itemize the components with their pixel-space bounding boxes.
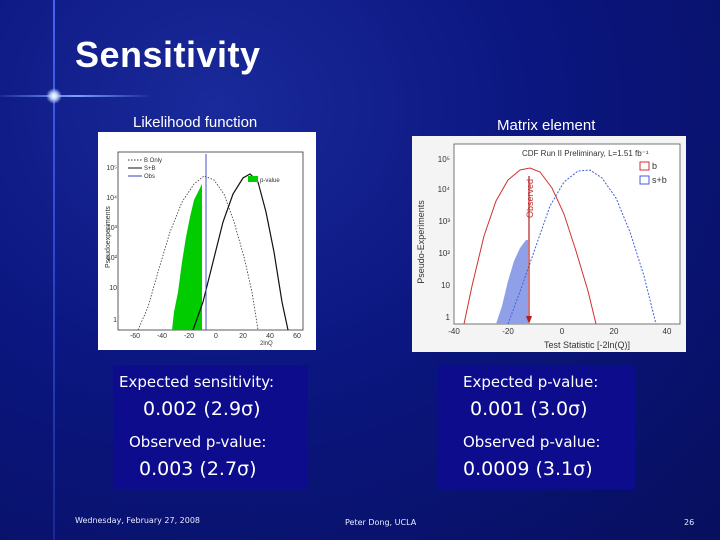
left-legend-sb: S+B [144, 166, 156, 172]
b-curve [463, 167, 597, 325]
right-ytick: 10⁴ [438, 185, 451, 194]
footer-author: Peter Dong, UCLA [345, 518, 417, 527]
right-xtick: -40 [448, 327, 460, 336]
left-xtick: 20 [239, 333, 247, 340]
left-legend-obs: Obs [144, 174, 155, 180]
expected-sensitivity-value: 0.002 (2.9σ) [143, 398, 261, 420]
right-y-axis-label: Pseudo-Experiments [416, 200, 426, 284]
slide-title: Sensitivity [75, 34, 261, 75]
b-only-curve [137, 175, 259, 331]
left-plot-caption: Likelihood function [133, 114, 258, 131]
pvalue-fill [172, 184, 202, 330]
decorative-horizontal-line [0, 95, 150, 97]
expected-sensitivity-label: Expected sensitivity: [119, 373, 275, 391]
left-xtick: 0 [214, 333, 218, 340]
right-plot-caption: Matrix element [497, 117, 596, 134]
decorative-star-icon [46, 88, 62, 104]
observed-pvalue-right-box: Observed p-value: 0.0009 (3.1σ) [437, 427, 635, 489]
left-xtick: 60 [293, 333, 301, 340]
left-x-axis-label: 2lnQ [260, 341, 273, 347]
expected-sensitivity-box: Expected sensitivity: 0.002 (2.9σ) [113, 365, 308, 427]
right-plot-title: CDF Run II Preliminary, L=1.51 fb⁻¹ [522, 149, 649, 158]
observed-label: Observed [525, 179, 535, 218]
left-legend-pvalue: p-value [260, 178, 280, 184]
right-xtick: -20 [502, 327, 514, 336]
left-ytick: 10² [107, 255, 118, 262]
right-xtick: 0 [560, 327, 565, 336]
left-xtick: -40 [157, 333, 167, 340]
right-ytick: 1 [446, 313, 451, 322]
slide-number: 26 [684, 518, 695, 527]
observed-pvalue-left-value: 0.003 (2.7σ) [139, 458, 257, 480]
right-x-axis-label: Test Statistic [-2ln(Q)] [544, 340, 630, 350]
right-legend-sb: s+b [652, 175, 667, 185]
right-ytick: 10 [441, 281, 450, 290]
left-legend-b: B Only [144, 158, 162, 164]
right-legend-b: b [652, 161, 657, 171]
observed-pvalue-left-box: Observed p-value: 0.003 (2.7σ) [113, 427, 308, 489]
observed-pvalue-right-label: Observed p-value: [463, 433, 601, 451]
right-ytick: 10³ [438, 217, 450, 226]
matrix-element-plot: Pseudo-Experiments CDF Run II Preliminar… [412, 136, 686, 352]
left-ytick: 10⁵ [106, 165, 117, 172]
observed-pvalue-right-value: 0.0009 (3.1σ) [463, 458, 593, 480]
left-xtick: -60 [130, 333, 140, 340]
sb-curve [507, 169, 657, 325]
expected-pvalue-label: Expected p-value: [463, 373, 599, 391]
observed-pvalue-left-label: Observed p-value: [129, 433, 267, 451]
expected-pvalue-value: 0.001 (3.0σ) [470, 398, 588, 420]
left-ytick: 1 [113, 317, 117, 324]
left-ytick: 10 [109, 285, 117, 292]
left-ytick: 10⁴ [106, 195, 117, 202]
right-xtick: 20 [610, 327, 619, 336]
left-xtick: -20 [184, 333, 194, 340]
likelihood-plot: Pseudoexperiments 10⁵ 10⁴ 10³ 10² 10 1 -… [98, 132, 316, 350]
footer-date: Wednesday, February 27, 2008 [75, 516, 201, 525]
right-ytick: 10² [438, 249, 450, 258]
left-ytick: 10³ [107, 225, 118, 232]
sb-curve [192, 173, 289, 331]
left-y-axis-label: Pseudoexperiments [105, 206, 112, 268]
right-ytick: 10⁵ [438, 155, 450, 164]
decorative-vertical-line [53, 0, 55, 540]
left-xtick: 40 [266, 333, 274, 340]
sb-shaded-region [496, 240, 528, 324]
expected-pvalue-box: Expected p-value: 0.001 (3.0σ) [437, 365, 635, 427]
right-xtick: 40 [663, 327, 672, 336]
